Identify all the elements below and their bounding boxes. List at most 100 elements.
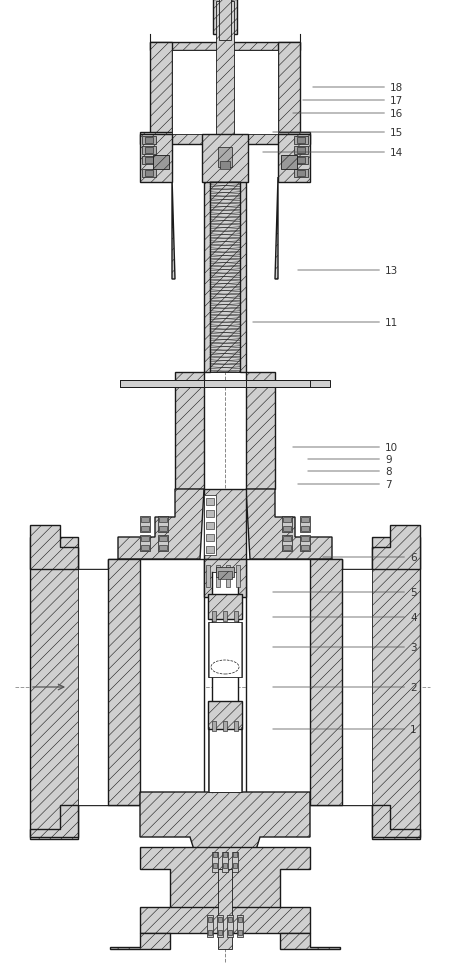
Polygon shape [110,933,170,949]
Polygon shape [342,537,420,839]
Bar [206,510,214,518]
Polygon shape [310,560,342,805]
Bar [206,546,214,553]
Bar [206,523,214,530]
Bar [233,863,237,869]
Polygon shape [172,178,175,279]
Text: 18: 18 [313,83,403,93]
Bar [208,701,242,729]
Polygon shape [140,135,172,183]
Bar [297,158,305,164]
Bar [294,147,308,154]
Bar [78,570,108,805]
Bar [142,157,156,165]
Polygon shape [118,489,204,560]
Bar [204,178,210,372]
Bar [142,170,156,178]
Bar [213,0,237,35]
Bar [238,917,242,922]
Bar [223,721,227,731]
Bar [150,43,300,51]
Bar [342,570,372,805]
Bar [297,171,305,177]
Bar [218,870,232,949]
Bar [150,43,172,135]
Bar [208,622,242,677]
Bar [227,915,233,937]
Polygon shape [204,560,246,597]
Bar [175,372,204,489]
Text: 11: 11 [253,318,398,327]
Bar [210,178,240,372]
Bar [120,381,204,388]
Bar [294,157,308,165]
Bar [217,915,223,937]
Bar [142,147,156,154]
Bar [300,517,310,532]
Bar [208,930,212,935]
Bar [240,178,246,372]
Bar [223,852,227,857]
Bar [208,594,242,619]
Bar [232,852,238,872]
Bar [159,518,167,523]
Bar [120,381,330,388]
Bar [218,930,222,935]
Bar [283,518,291,523]
Bar [301,527,309,531]
Bar [141,527,149,531]
Bar [218,148,232,168]
Bar [216,2,234,145]
Bar [204,495,216,556]
Polygon shape [108,560,140,805]
Text: 8: 8 [308,467,392,477]
Polygon shape [140,847,310,909]
Polygon shape [30,805,78,837]
Polygon shape [372,526,420,570]
Bar [140,133,310,145]
Bar [246,372,275,489]
Bar [283,536,291,541]
Bar [300,535,310,551]
Polygon shape [246,489,332,560]
Bar [159,527,167,531]
Bar [297,138,305,144]
Bar [297,148,305,153]
Bar [233,852,237,857]
Bar [206,534,214,541]
Text: 16: 16 [293,108,403,119]
Text: 1: 1 [273,724,417,735]
Text: 7: 7 [298,480,392,489]
Bar [141,518,149,523]
Bar [159,545,167,550]
Text: 15: 15 [273,128,403,138]
Bar [294,170,308,178]
Text: 6: 6 [323,552,417,563]
Bar [212,612,216,621]
Polygon shape [30,537,108,839]
Bar [153,156,169,170]
Text: 13: 13 [298,266,398,276]
Ellipse shape [211,660,239,674]
Polygon shape [246,560,342,805]
Text: 10: 10 [293,443,398,452]
Bar [204,178,246,372]
Text: 14: 14 [263,148,403,158]
Bar [158,535,168,551]
Bar [216,568,234,577]
Polygon shape [275,178,278,279]
Bar [145,171,153,177]
Bar [208,917,212,922]
Polygon shape [280,933,340,949]
Bar [301,536,309,541]
Bar [212,573,238,792]
Bar [228,930,232,935]
Bar [278,43,300,135]
Bar [141,536,149,541]
Bar [140,517,150,532]
Bar [223,612,227,621]
Text: 2: 2 [273,682,417,693]
Bar [140,535,150,551]
Bar [207,915,213,937]
Bar [234,612,238,621]
